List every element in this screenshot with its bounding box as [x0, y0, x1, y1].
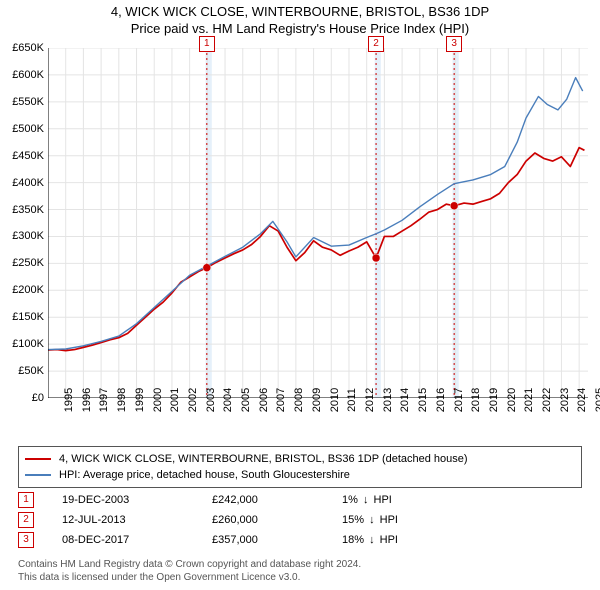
y-tick: £550K	[12, 96, 44, 108]
legend-swatch	[25, 474, 51, 476]
chart-area: £0£50K£100K£150K£200K£250K£300K£350K£400…	[48, 48, 588, 398]
down-arrow-icon: ↓	[369, 514, 375, 526]
sale-date: 12-JUL-2013	[62, 514, 212, 526]
chart-titles: 4, WICK WICK CLOSE, WINTERBOURNE, BRISTO…	[0, 0, 600, 36]
sale-index-box: 3	[18, 532, 34, 548]
y-tick: £350K	[12, 204, 44, 216]
legend-swatch	[25, 458, 51, 460]
y-tick: £150K	[12, 311, 44, 323]
y-tick: £250K	[12, 257, 44, 269]
sale-price: £242,000	[212, 494, 342, 506]
y-tick: £650K	[12, 42, 44, 54]
y-tick: £50K	[18, 365, 44, 377]
y-tick: £0	[32, 392, 44, 404]
sale-vs-hpi: 15% ↓ HPI	[342, 514, 398, 526]
sale-date: 19-DEC-2003	[62, 494, 212, 506]
sale-flag: 1	[199, 36, 215, 52]
down-arrow-icon: ↓	[369, 534, 375, 546]
y-tick: £100K	[12, 338, 44, 350]
chart-svg	[48, 48, 588, 398]
footer-line2: This data is licensed under the Open Gov…	[18, 571, 361, 584]
sale-index-box: 2	[18, 512, 34, 528]
legend-label: 4, WICK WICK CLOSE, WINTERBOURNE, BRISTO…	[59, 453, 468, 465]
legend-row: HPI: Average price, detached house, Sout…	[25, 467, 575, 483]
sale-index-box: 1	[18, 492, 34, 508]
sale-price: £260,000	[212, 514, 342, 526]
x-tick: 2025	[579, 388, 600, 412]
sale-price: £357,000	[212, 534, 342, 546]
legend-label: HPI: Average price, detached house, Sout…	[59, 469, 350, 481]
y-tick: £500K	[12, 123, 44, 135]
title-subtitle: Price paid vs. HM Land Registry's House …	[0, 21, 600, 36]
legend-row: 4, WICK WICK CLOSE, WINTERBOURNE, BRISTO…	[25, 451, 575, 467]
sale-date: 08-DEC-2017	[62, 534, 212, 546]
y-tick: £400K	[12, 177, 44, 189]
sale-flag: 2	[368, 36, 384, 52]
sale-row: 3 08-DEC-2017£357,00018% ↓ HPI	[18, 530, 398, 550]
legend: 4, WICK WICK CLOSE, WINTERBOURNE, BRISTO…	[18, 446, 582, 488]
y-tick: £300K	[12, 230, 44, 242]
sale-row: 2 12-JUL-2013£260,00015% ↓ HPI	[18, 510, 398, 530]
sales-table: 1 19-DEC-2003£242,0001% ↓ HPI 2 12-JUL-2013…	[18, 490, 398, 550]
footer-line1: Contains HM Land Registry data © Crown c…	[18, 558, 361, 571]
sale-row: 1 19-DEC-2003£242,0001% ↓ HPI	[18, 490, 398, 510]
y-tick: £450K	[12, 150, 44, 162]
sale-vs-hpi: 1% ↓ HPI	[342, 494, 392, 506]
sale-vs-hpi: 18% ↓ HPI	[342, 534, 398, 546]
sale-flag: 3	[446, 36, 462, 52]
y-tick: £200K	[12, 284, 44, 296]
footer-attribution: Contains HM Land Registry data © Crown c…	[18, 558, 361, 584]
title-address: 4, WICK WICK CLOSE, WINTERBOURNE, BRISTO…	[0, 4, 600, 19]
y-tick: £600K	[12, 69, 44, 81]
down-arrow-icon: ↓	[363, 494, 369, 506]
